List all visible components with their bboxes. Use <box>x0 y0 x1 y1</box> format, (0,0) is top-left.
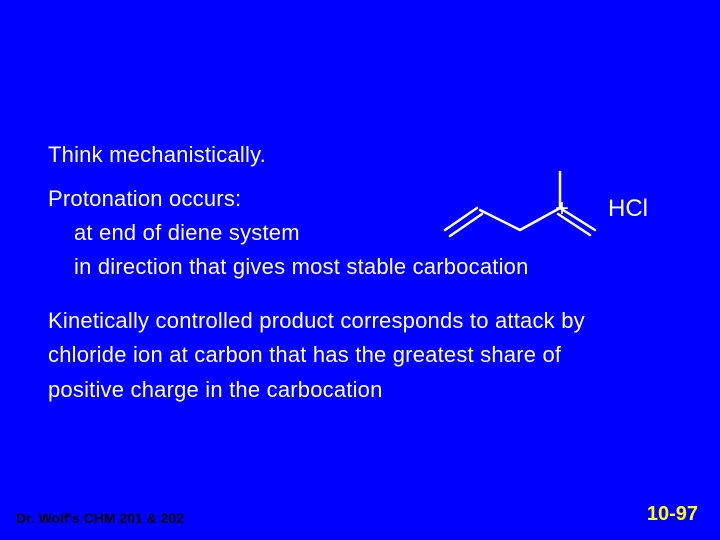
plus-sign: + <box>555 195 569 223</box>
kinetic-line-2: chloride ion at carbon that has the grea… <box>48 338 680 372</box>
reagent-label: HCl <box>608 195 648 223</box>
footer-page-number: 10-97 <box>647 503 698 526</box>
kinetic-line-3: positive charge in the carbocation <box>48 373 680 407</box>
protonation-bullet-2: in direction that gives most stable carb… <box>48 250 680 284</box>
footer-course-label: Dr. Wolf's CHM 201 & 202 <box>16 510 184 526</box>
kinetic-line-1: Kinetically controlled product correspon… <box>48 304 680 338</box>
